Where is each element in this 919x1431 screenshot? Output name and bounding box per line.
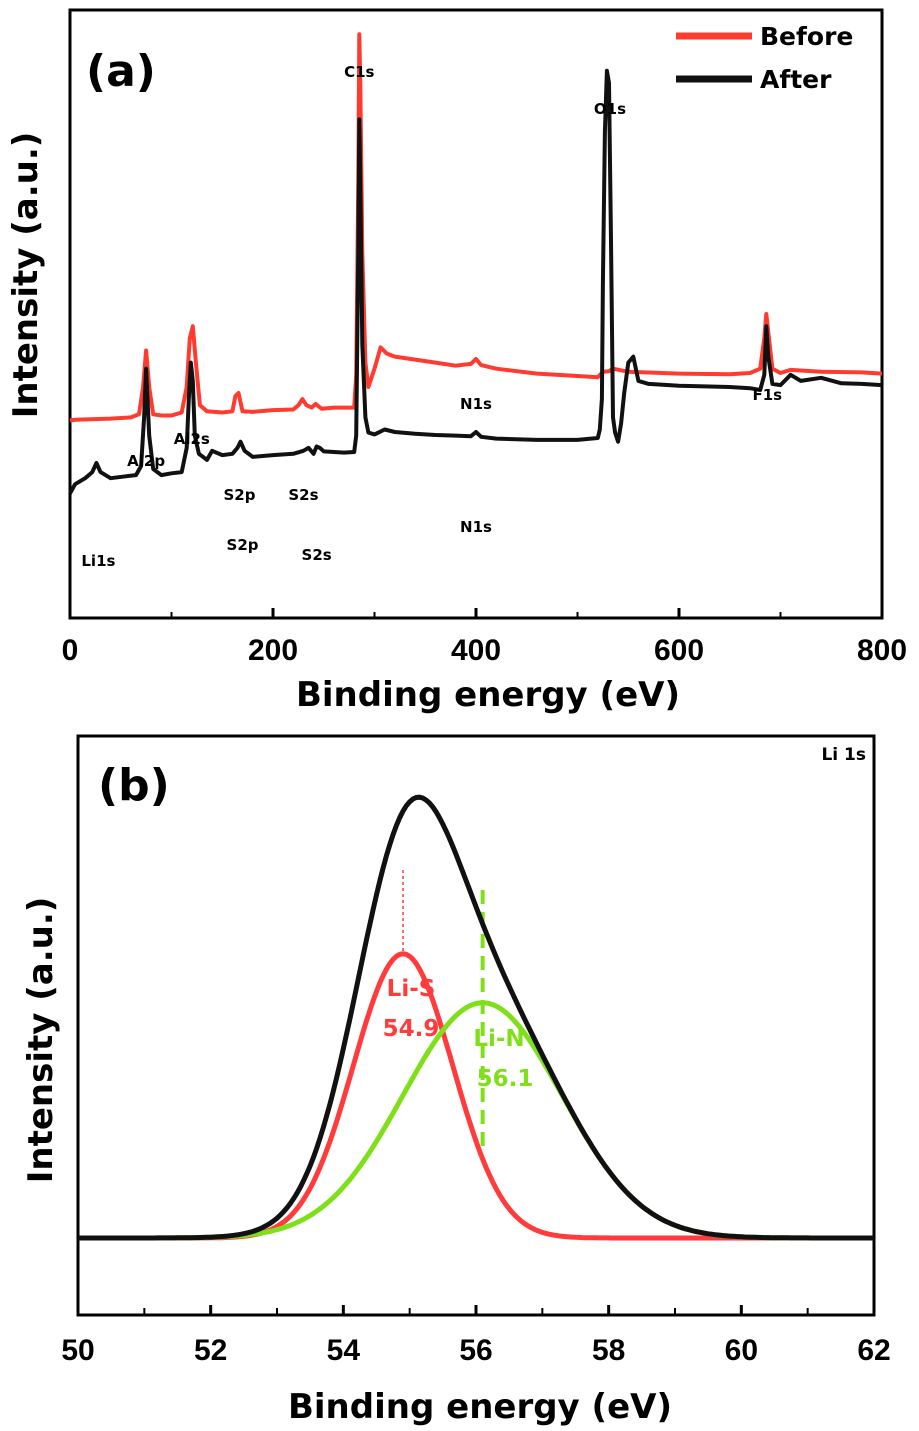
panel-b-x-tick-label-4: 58	[592, 1334, 625, 1367]
panel-a-y-title: Intensity (a.u.)	[6, 132, 46, 419]
peak-label-s2s: S2s	[302, 546, 332, 564]
peak-label-al2p: Al2p	[127, 452, 165, 470]
panel-b-x-title: Binding energy (eV)	[288, 1387, 672, 1427]
legend: Before After	[676, 22, 853, 94]
peak-label-al2s: Al2s	[174, 430, 210, 448]
panel-b-x-tick-label-5: 60	[725, 1334, 758, 1367]
peak-label-s2p: S2p	[227, 536, 259, 554]
panel-a-x-ticks: 0 200 400 600 800	[62, 608, 907, 667]
panel-a-x-tick-label-1: 200	[248, 634, 298, 667]
panel-b-x-tick-label-2: 54	[327, 1334, 361, 1367]
panel-a: (a) 0 200 400 600 800 Li1s Al2p Al2s S2p S2s C1s N…	[6, 8, 907, 715]
peak-label-o1s: O1s	[594, 100, 626, 118]
panel-b-x-tick-label-1: 52	[194, 1334, 227, 1367]
panel-b-x-tick-label-6: 62	[857, 1334, 890, 1367]
component-value-li-n: 56.1	[477, 1066, 534, 1092]
component-label-li-s: Li-S	[387, 976, 436, 1002]
panel-b-component-labels: Li-S 54.9 Li-N 56.1	[383, 976, 534, 1092]
component-label-li-n: Li-N	[473, 1026, 524, 1052]
series-after-line	[68, 68, 883, 495]
peak-label-s2s: S2s	[288, 486, 318, 504]
panel-b-x-tick-label-0: 50	[61, 1334, 94, 1367]
peak-label-n1s: N1s	[460, 395, 492, 413]
panel-a-series	[68, 32, 883, 495]
panel-b-y-title: Intensity (a.u.)	[21, 897, 61, 1184]
panel-a-x-tick-label-3: 600	[654, 634, 704, 667]
panel-b: (b) Li 1s 50 52 54 56 58 60 62 Li-S 54.9 Li-N 56.…	[21, 734, 891, 1427]
peak-label-li1s: Li1s	[81, 552, 115, 570]
series-before-line	[69, 32, 883, 423]
panel-a-peak-labels: Li1s Al2p Al2s S2p S2s C1s N1s O1s F1s S2p S2s N1s	[81, 63, 782, 570]
legend-label-before: Before	[760, 22, 853, 51]
panel-a-x-tick-label-4: 800	[857, 634, 907, 667]
peak-label-f1s: F1s	[752, 386, 782, 404]
legend-label-after: After	[760, 65, 832, 94]
component-li-s-line	[78, 951, 874, 1241]
peak-label-c1s: C1s	[344, 63, 374, 81]
envelope-line	[78, 794, 874, 1241]
panel-b-x-ticks: 50 52 54 56 58 60 62	[61, 1305, 891, 1367]
peak-label-n1s: N1s	[460, 518, 492, 536]
component-value-li-s: 54.9	[383, 1016, 440, 1042]
panel-a-x-tick-label-2: 400	[451, 634, 501, 667]
panel-a-label: (a)	[86, 46, 156, 97]
panel-b-corner-label: Li 1s	[821, 745, 866, 765]
peak-label-s2p: S2p	[224, 486, 256, 504]
panel-a-x-title: Binding energy (eV)	[296, 675, 680, 715]
panel-b-label: (b)	[98, 760, 170, 811]
panel-a-x-tick-label-0: 0	[62, 634, 79, 667]
panel-b-x-tick-label-3: 56	[459, 1334, 492, 1367]
panel-b-series	[78, 794, 874, 1241]
